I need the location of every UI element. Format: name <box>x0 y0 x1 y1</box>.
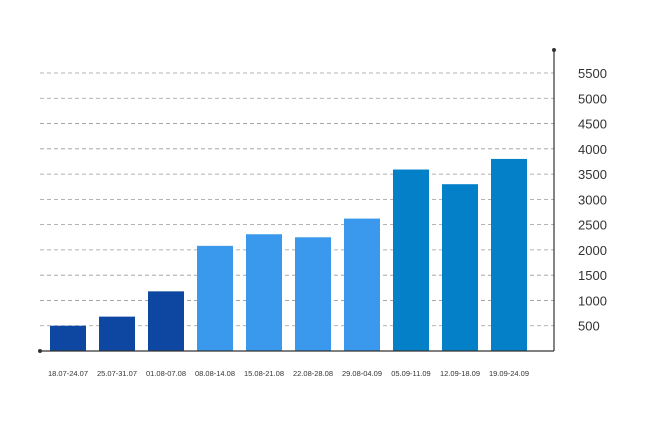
bar <box>197 245 233 351</box>
y-tick-label: 3000 <box>578 192 607 207</box>
y-tick-label: 4000 <box>578 142 607 157</box>
bar <box>99 316 135 351</box>
y-tick-label: 500 <box>578 319 600 334</box>
x-tick-label: 22.08-28.08 <box>293 369 333 378</box>
x-tick-label: 25.07-31.07 <box>97 369 137 378</box>
y-tick-label: 4500 <box>578 117 607 132</box>
y-tick-label: 1000 <box>578 293 607 308</box>
x-tick-label: 08.08-14.08 <box>195 369 235 378</box>
y-tick-label: 2500 <box>578 218 607 233</box>
bar <box>442 184 478 351</box>
y-axis-end-dot <box>552 48 556 52</box>
bar <box>344 218 380 351</box>
bar <box>246 234 282 351</box>
x-axis-end-dot <box>38 349 42 353</box>
x-tick-label: 12.09-18.09 <box>440 369 480 378</box>
x-tick-label: 05.09-11.09 <box>391 369 430 378</box>
bar <box>50 325 86 351</box>
x-tick-label: 01.08-07.08 <box>146 369 186 378</box>
y-tick-label: 5500 <box>578 66 607 81</box>
y-tick-label: 2000 <box>578 243 607 258</box>
y-tick-labels: 500 1000 1500 2000 2500 3000 3500 4000 4500 5000 5… <box>578 66 607 334</box>
bar <box>393 169 429 351</box>
bar <box>148 291 184 351</box>
x-tick-label: 29.08-04.09 <box>342 369 382 378</box>
y-tick-label: 3500 <box>578 167 607 182</box>
x-tick-label: 19.09-24.09 <box>489 369 529 378</box>
bar <box>491 158 527 351</box>
x-tick-label: 18.07-24.07 <box>48 369 88 378</box>
y-tick-label: 5000 <box>578 91 607 106</box>
y-tick-label: 1500 <box>578 268 607 283</box>
bars <box>50 158 527 351</box>
x-tick-labels: 18.07-24.07 25.07-31.07 01.08-07.08 08.08-1… <box>48 369 529 378</box>
x-tick-label: 15.08-21.08 <box>244 369 284 378</box>
bar <box>295 237 331 351</box>
